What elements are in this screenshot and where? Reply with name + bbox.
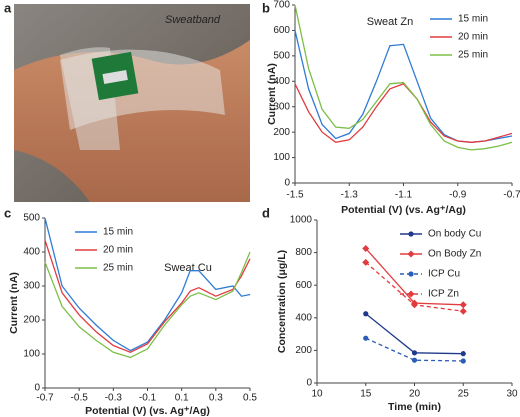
x-tick-label: -1.1 [395,190,413,201]
marker [363,311,369,317]
legend-label: 15 min [458,14,488,25]
y-tick-label: 1000 [290,215,313,226]
y-tick-label: 500 [23,213,40,224]
x-tick-label: -0.7 [36,393,54,404]
legend-marker [408,271,414,277]
x-tick-label: 15 [360,389,372,400]
y-tick-label: 800 [295,247,312,258]
x-tick-label: -0.7 [503,190,520,201]
x-tick-label: 0.3 [209,393,223,404]
legend-marker [408,231,414,237]
y-tick-label: 0 [34,383,40,394]
legend-label: 20 min [458,32,488,43]
legend-label: On Body Zn [428,249,481,260]
x-axis-label: Potential (V) (vs. Ag⁺/Ag) [85,405,210,417]
photo: Sweatband [14,4,250,202]
chart: 0 200 400 600 800 1000 10 15 20 25 30 Time (min) Con… [276,215,518,413]
photo-label: Sweatband [165,14,221,26]
series-line [365,337,464,362]
marker [459,301,467,309]
x-tick-label: -0.1 [139,393,157,404]
x-tick-label: 0.1 [175,393,189,404]
legend-label: 25 min [458,50,488,61]
marker [411,350,418,356]
legend-label: On body Cu [428,229,481,240]
legend-marker [407,290,415,298]
x-tick-label: -0.9 [449,190,467,201]
y-tick-label: 500 [273,50,290,61]
y-tick-label: 700 [273,0,290,11]
marker [363,335,369,341]
x-tick-label: 30 [506,389,518,400]
annotation: Sweat Cu [164,262,212,274]
y-tick-label: 400 [23,247,40,258]
legend-label: 15 min [103,227,133,238]
x-tick-label: 20 [409,389,421,400]
marker [460,351,466,357]
x-tick-label: -0.5 [71,393,89,404]
legend-label: 20 min [103,245,133,256]
y-tick-label: 200 [23,315,40,326]
y-tick-label: 100 [23,349,40,360]
series-line [294,83,513,143]
x-tick-label: 25 [458,389,470,400]
marker [411,301,418,309]
y-tick-label: 200 [295,345,312,356]
legend-label: ICP Cu [428,269,460,280]
marker [362,245,370,253]
y-tick-label: 400 [273,76,290,87]
series-line [294,30,513,143]
x-tick-label: -1.5 [286,190,304,201]
x-axis-label: Potential (V) (vs. Ag⁺/Ag) [341,204,466,216]
chart: 0 100 200 300 400 500 600 700 -1.5 -1.3 -1.1 -0.9 -0… [266,0,520,216]
marker [411,357,418,363]
panel-label: d [262,205,270,220]
legend-label: 25 min [103,263,133,274]
series-line [44,251,251,359]
x-tick-label: 0.5 [243,393,257,404]
series-line [44,239,251,354]
y-tick-label: 600 [295,280,312,291]
y-axis-label: Concentration (μg/L) [276,250,288,353]
panel-label: c [4,205,11,220]
panel-label: b [262,0,270,15]
marker [459,307,467,315]
y-tick-label: 200 [273,127,290,138]
series-line [294,4,513,151]
chart: 0 100 200 300 400 500 -0.7 -0.5 -0.3 -0.1 0.1 0.3 0.… [8,213,258,417]
y-tick-label: 400 [295,312,312,323]
series-line [44,217,251,352]
x-axis-label: Time (min) [388,401,441,413]
y-tick-label: 300 [273,101,290,112]
panel-label: a [4,0,12,15]
y-tick-label: 0 [306,378,312,389]
connector [102,69,128,84]
series-line [365,313,464,355]
legend-label: ICP Zn [428,289,459,300]
annotation: Sweat Zn [367,16,413,28]
marker [460,358,466,364]
y-axis-label: Current (nA) [8,272,20,334]
y-tick-label: 100 [273,152,290,163]
y-tick-label: 0 [284,178,290,189]
legend-marker [407,250,415,258]
marker [362,258,370,266]
y-tick-label: 600 [273,25,290,36]
x-tick-label: -1.3 [341,190,359,201]
x-tick-label: -0.3 [105,393,123,404]
x-tick-label: 10 [311,389,323,400]
y-axis-label: Current (nA) [266,63,278,125]
y-tick-label: 300 [23,281,40,292]
